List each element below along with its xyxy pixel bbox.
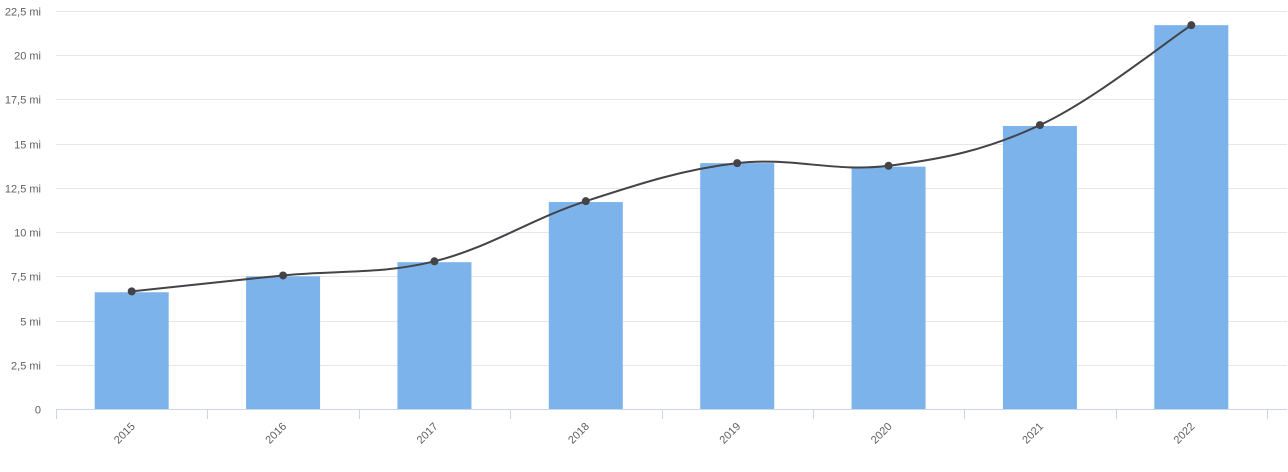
- x-tick-label: 2015: [112, 421, 138, 447]
- trend-point-2015: [127, 287, 136, 296]
- trend-point-2020: [884, 161, 893, 170]
- y-tick-label: 5 mi: [20, 317, 41, 329]
- x-tick-label: 2019: [718, 421, 744, 447]
- y-tick-label: 22,5 mi: [5, 7, 41, 19]
- y-tick-label: 15 mi: [14, 140, 41, 152]
- trend-point-2022: [1187, 21, 1196, 30]
- y-tick-label: 0: [35, 405, 41, 417]
- bar-2017: [397, 262, 472, 409]
- trend-point-2021: [1035, 121, 1044, 130]
- bar-2019: [700, 163, 775, 409]
- trend-line: [131, 24, 1192, 293]
- x-tick-label: 2016: [263, 421, 289, 447]
- y-tick-label: 7,5 mi: [11, 272, 41, 284]
- bar-2015: [94, 292, 169, 409]
- trend-point-2016: [279, 271, 288, 280]
- x-tick-label: 2022: [1172, 421, 1198, 447]
- x-tick-label: 2018: [566, 421, 592, 447]
- y-tick-label: 12,5 mi: [5, 184, 41, 196]
- x-tick-label: 2021: [1020, 421, 1046, 447]
- bar-series: [94, 25, 1229, 409]
- y-tick-label: 17,5 mi: [5, 95, 41, 107]
- y-tick-label: 2,5 mi: [11, 361, 41, 373]
- bar-2018: [548, 202, 623, 409]
- y-gridlines: [56, 11, 1287, 366]
- y-tick-label: 20 mi: [14, 51, 41, 63]
- bar-2021: [1002, 125, 1077, 409]
- x-axis-tick-labels: 2015 2016 2017 2018 2019 2020 2021 2022: [112, 421, 1197, 447]
- x-tick-label: 2017: [415, 421, 441, 447]
- bar-2022: [1154, 25, 1229, 409]
- x-tick-label: 2020: [869, 421, 895, 447]
- bar-2016: [246, 276, 321, 409]
- trend-point-2019: [733, 159, 742, 168]
- trend-point-2017: [430, 257, 439, 266]
- trend-point-2018: [581, 197, 590, 206]
- x-axis: [56, 409, 1287, 419]
- trend-line-series: [127, 21, 1196, 296]
- y-tick-label: 10 mi: [14, 228, 41, 240]
- bar-2020: [851, 166, 926, 409]
- y-axis-tick-labels: 0 2,5 mi 5 mi 7,5 mi 10 mi 12,5 mi 15 mi 17,5 m…: [5, 7, 41, 417]
